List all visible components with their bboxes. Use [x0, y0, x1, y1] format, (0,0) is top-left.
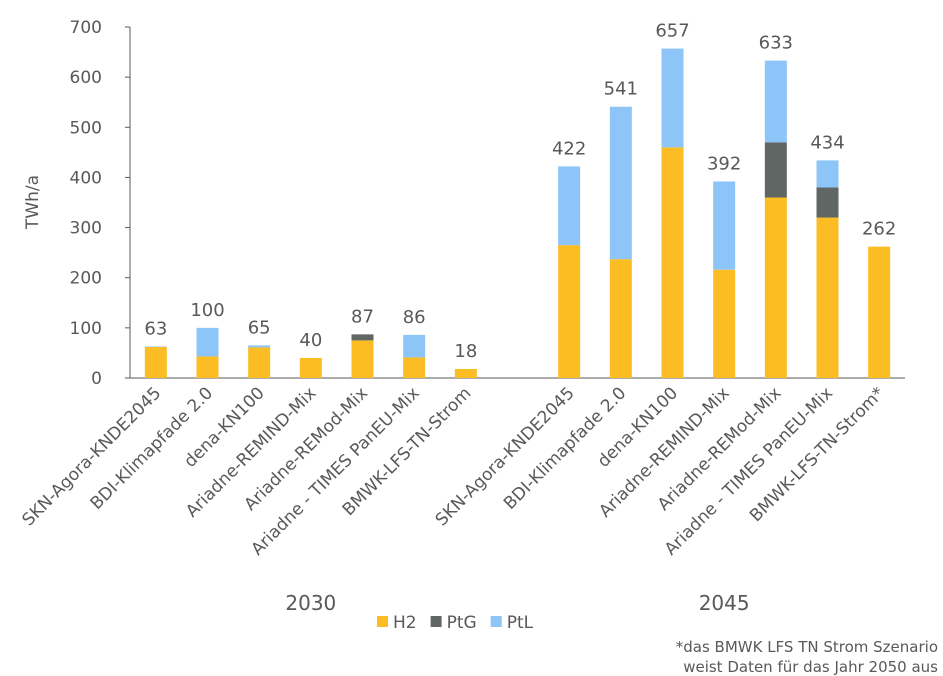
bar-segment [248, 347, 271, 378]
bar-segment [764, 60, 787, 143]
total-label: 100 [190, 300, 224, 321]
total-label: 262 [862, 219, 896, 240]
bar-segment [351, 340, 374, 378]
legend-label: H2 [393, 613, 417, 633]
total-label: 392 [707, 153, 741, 174]
total-label: 541 [604, 79, 638, 100]
group-label: 2030 [285, 591, 336, 615]
legend-label: PtL [507, 613, 534, 633]
y-tick-label: 300 [70, 219, 102, 239]
bar-segment [403, 334, 426, 358]
bar-segment [609, 259, 632, 378]
bar-segment [713, 269, 736, 378]
total-label: 86 [403, 307, 426, 328]
y-tick-label: 0 [91, 369, 102, 389]
y-tick-label: 700 [70, 18, 102, 38]
bar-segment [196, 356, 219, 378]
total-label: 40 [299, 330, 322, 351]
y-tick-label: 200 [70, 269, 102, 289]
bar-segment [661, 147, 684, 378]
y-tick-label: 100 [70, 319, 102, 339]
group-label: 2045 [699, 591, 750, 615]
legend-label: PtG [447, 613, 477, 633]
bar-segment [764, 142, 787, 198]
total-label: 633 [759, 33, 793, 54]
legend-swatch [490, 616, 502, 627]
bar-segment [816, 187, 839, 218]
total-label: 18 [454, 341, 477, 362]
bar-segment [299, 357, 322, 378]
bar-segment [868, 246, 891, 378]
bar-segment [454, 368, 477, 378]
bar-segment [558, 245, 581, 378]
footnote: *das BMWK LFS TN Strom Szenario [676, 638, 938, 656]
bar-segment [609, 106, 632, 260]
bar-segment [144, 346, 167, 378]
total-label: 434 [810, 132, 844, 153]
y-tick-label: 500 [70, 118, 102, 138]
legend-swatch [377, 616, 388, 627]
bar-segment [196, 327, 219, 357]
bar-segment [713, 181, 736, 270]
total-label: 87 [351, 306, 374, 327]
bar-segment [351, 334, 374, 341]
y-axis-label: TWh/a [23, 175, 43, 230]
bar-segment [816, 217, 839, 378]
total-label: 65 [248, 317, 271, 338]
legend-swatch [430, 616, 442, 627]
y-tick-label: 400 [70, 168, 102, 188]
bar-segment [764, 197, 787, 378]
y-tick-label: 600 [70, 68, 102, 88]
bar-segment [661, 48, 684, 148]
bar-segment [144, 346, 167, 347]
total-label: 657 [655, 21, 689, 42]
footnote: weist Daten für das Jahr 2050 aus [683, 658, 938, 676]
bar-segment [403, 357, 426, 378]
bar-segment [248, 345, 271, 348]
bar-segment [816, 160, 839, 188]
total-label: 63 [144, 318, 167, 339]
bar-segment [558, 166, 581, 246]
total-label: 422 [552, 138, 586, 159]
